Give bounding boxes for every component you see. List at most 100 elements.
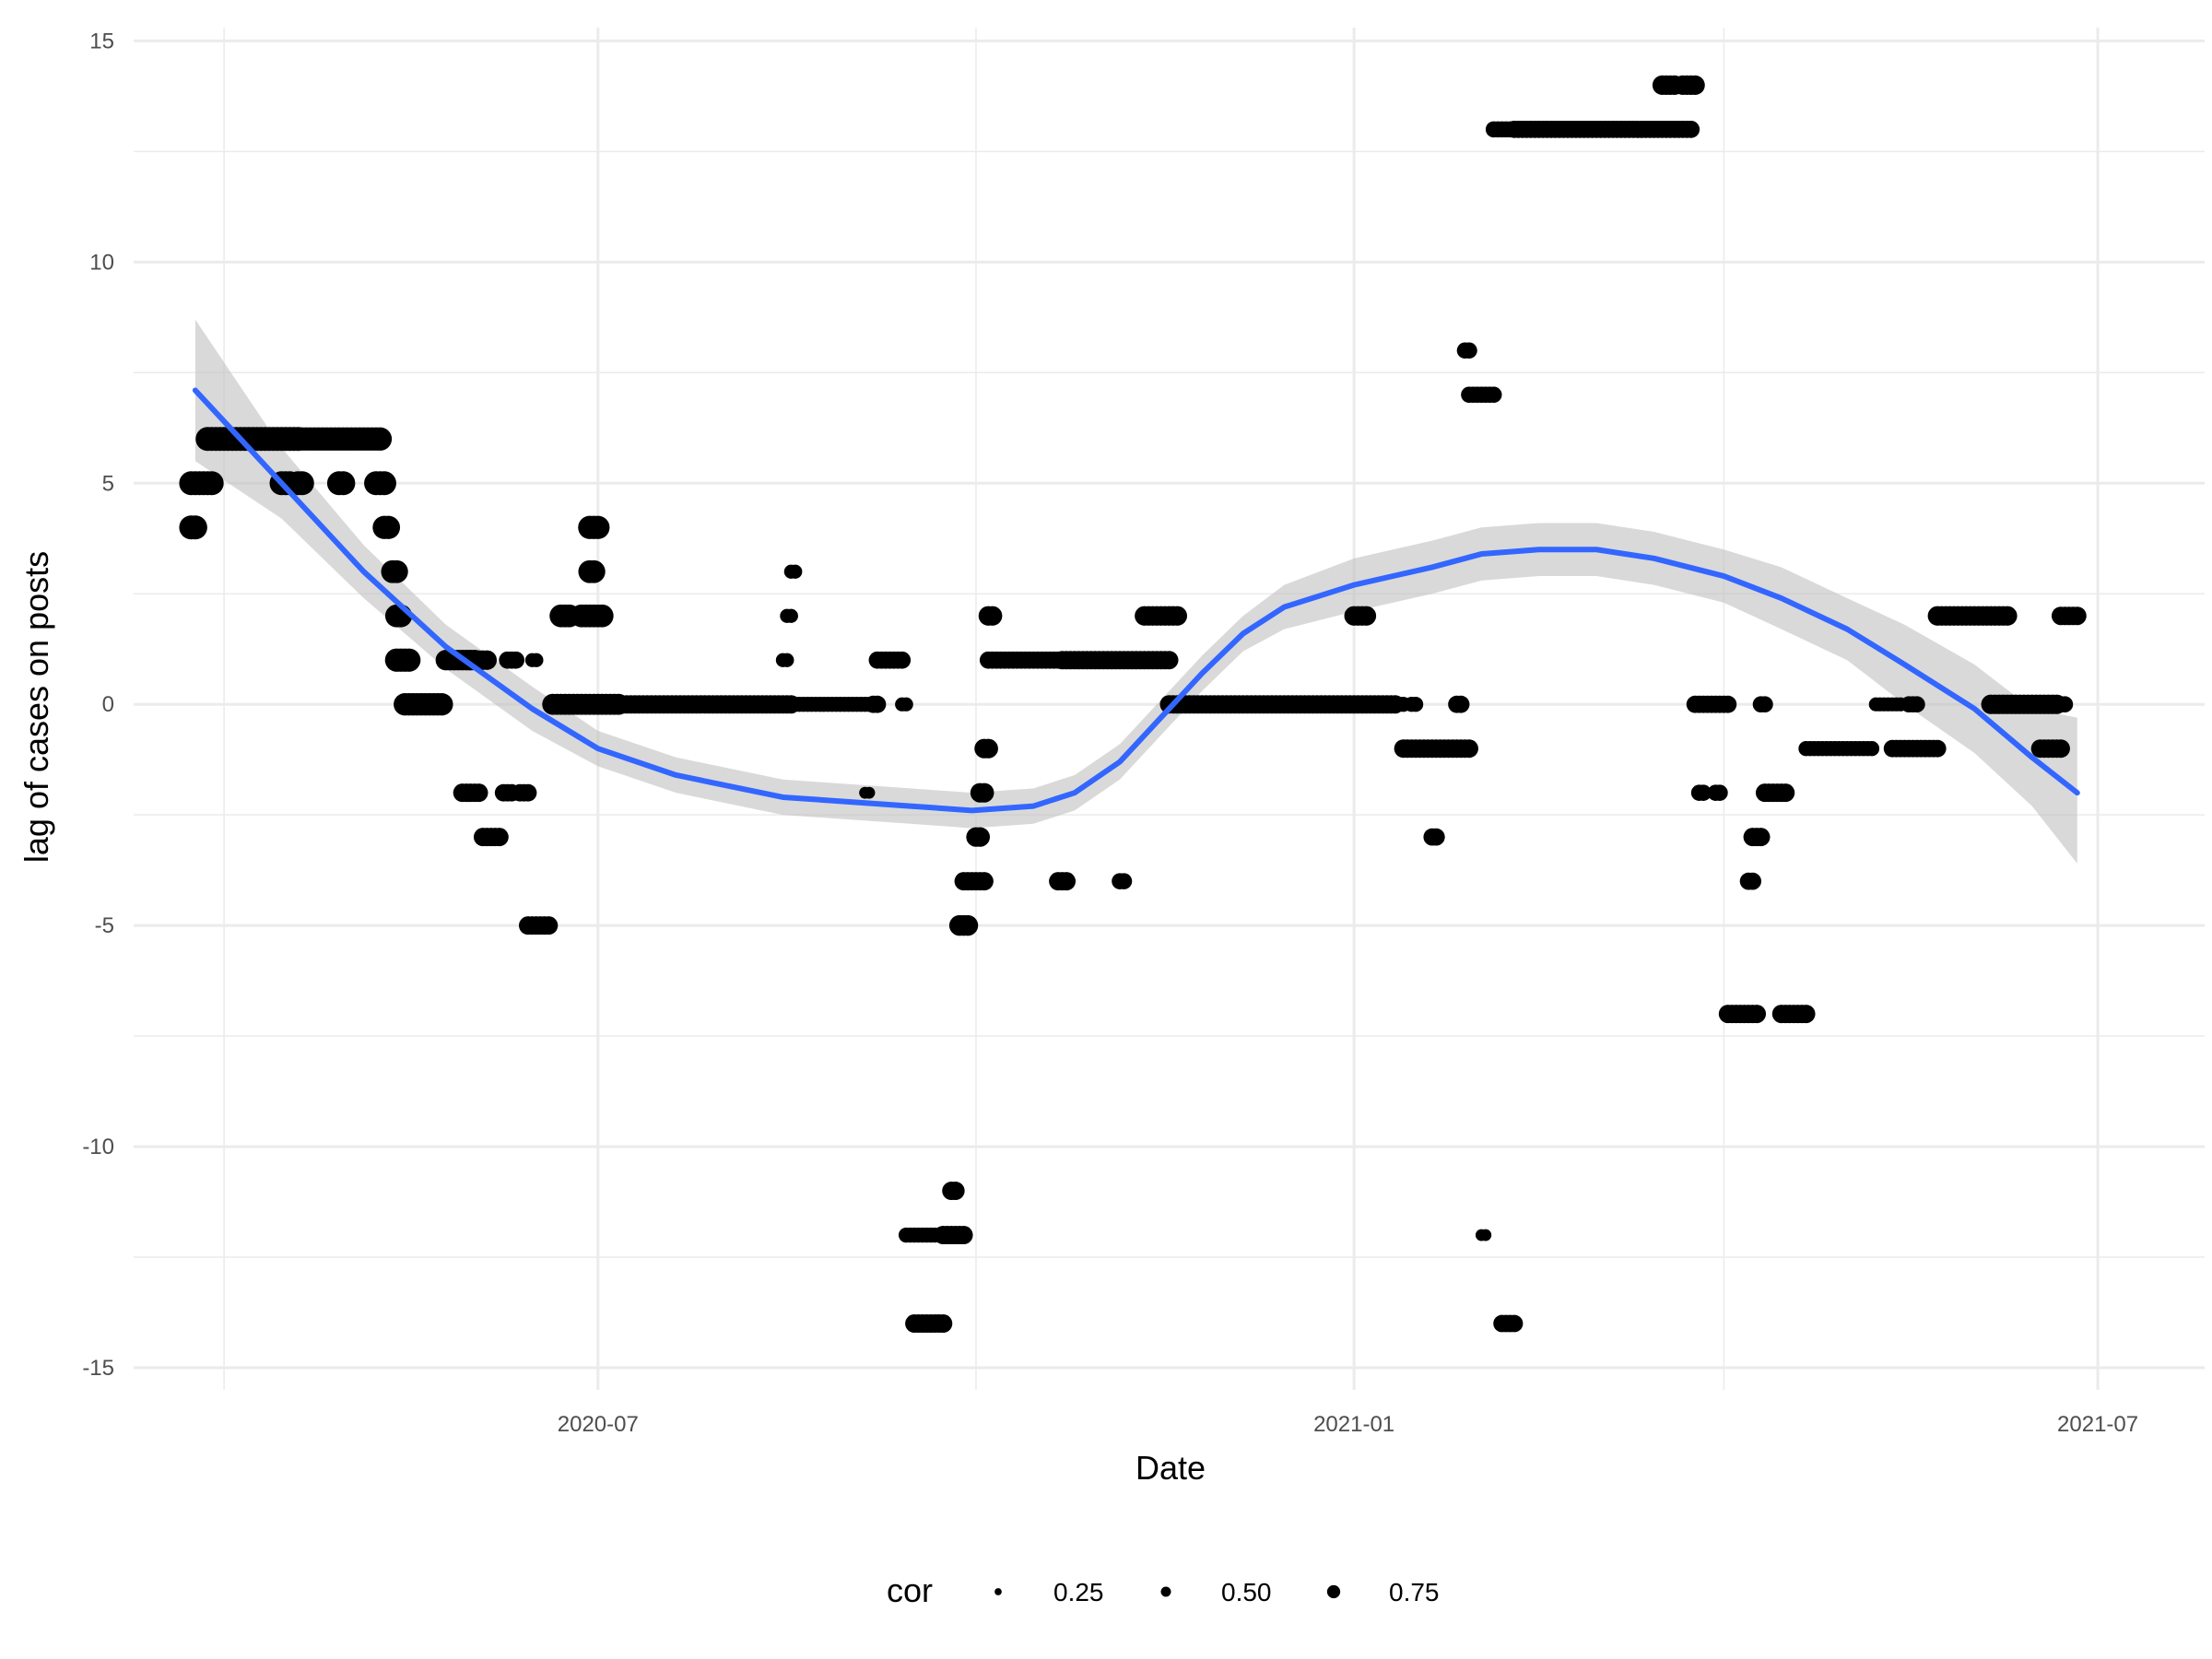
data-point	[974, 782, 994, 803]
point-run	[1927, 606, 2018, 626]
data-point	[1695, 784, 1712, 801]
point-run	[179, 515, 207, 540]
data-point	[1115, 873, 1133, 889]
data-point	[1712, 784, 1728, 801]
point-run	[859, 786, 876, 799]
y-tick-label: -10	[82, 1135, 114, 1159]
data-point	[289, 471, 314, 496]
point-run	[1690, 784, 1712, 801]
data-point	[788, 564, 803, 579]
data-point	[2067, 606, 2087, 626]
y-axis-title: lag of cases on posts	[18, 551, 55, 863]
data-point	[1719, 695, 1737, 713]
legend-key-dot	[994, 1588, 1002, 1595]
data-point	[1776, 783, 1795, 803]
point-run	[978, 606, 1003, 626]
point-run	[372, 515, 401, 539]
data-point	[863, 786, 876, 799]
point-run	[1493, 1314, 1524, 1333]
point-run	[519, 916, 559, 935]
points-layer	[179, 75, 2087, 1334]
point-run	[1404, 697, 1424, 712]
data-point	[1505, 1314, 1524, 1333]
x-axis-title: Date	[1135, 1449, 1206, 1487]
data-point	[397, 648, 421, 672]
point-run	[570, 604, 614, 628]
legend-entry: 0.25	[994, 1578, 1104, 1606]
data-point	[477, 650, 498, 670]
y-tick-label: -15	[82, 1356, 114, 1381]
point-run	[468, 650, 498, 670]
point-run	[511, 783, 537, 802]
data-point	[1757, 696, 1773, 713]
data-point	[1997, 606, 2018, 626]
point-run	[473, 828, 509, 847]
y-tick-label: 0	[102, 692, 114, 717]
point-run	[780, 608, 798, 623]
x-tick-label: 2021-07	[2057, 1412, 2138, 1437]
point-run	[364, 471, 396, 496]
legend-key-dot	[1160, 1586, 1171, 1597]
point-run	[1448, 695, 1470, 713]
data-point	[899, 697, 913, 712]
smooth-line-layer	[192, 387, 2080, 814]
y-axis-ticks: -15 -10 -5 0 5 10 15	[82, 29, 114, 1381]
data-point	[331, 471, 356, 496]
point-run	[499, 651, 525, 669]
point-run	[578, 559, 606, 583]
data-point	[1057, 872, 1077, 891]
data-point	[982, 606, 1003, 626]
point-run	[394, 693, 453, 716]
data-point	[368, 427, 393, 451]
point-run	[895, 697, 913, 712]
point-run	[1900, 696, 1925, 713]
data-point	[371, 471, 396, 496]
point-run	[1053, 651, 1179, 670]
data-point	[507, 651, 525, 669]
point-run	[954, 872, 994, 891]
y-tick-label: 10	[89, 250, 114, 275]
point-run	[1461, 386, 1502, 404]
data-point	[1685, 75, 1705, 95]
point-run	[2030, 739, 2070, 759]
data-point	[1747, 1005, 1767, 1024]
data-point	[957, 914, 979, 936]
point-run	[1456, 342, 1477, 359]
grid-minor	[134, 28, 2205, 1390]
point-run	[1755, 783, 1795, 803]
point-run	[2051, 606, 2087, 626]
data-point	[1167, 606, 1188, 626]
data-point	[182, 515, 207, 540]
data-point	[430, 693, 453, 716]
point-run	[1771, 1005, 1816, 1024]
data-point	[519, 783, 537, 802]
point-run	[326, 471, 356, 496]
point-run	[783, 564, 803, 579]
data-point	[1796, 1005, 1816, 1024]
point-run	[1752, 696, 1773, 713]
legend-title: cor	[887, 1571, 933, 1609]
point-run	[868, 651, 912, 669]
point-run	[1475, 1229, 1492, 1241]
data-point	[590, 604, 614, 628]
point-run	[2048, 696, 2074, 713]
data-point	[586, 515, 610, 539]
point-run	[453, 783, 488, 803]
data-point	[1744, 872, 1761, 890]
point-run	[524, 653, 544, 667]
legend-entry: 0.75	[1326, 1578, 1440, 1606]
data-point	[2051, 739, 2070, 759]
point-run	[1344, 606, 1377, 626]
data-point	[868, 695, 887, 713]
data-point	[934, 1314, 953, 1334]
data-point	[1407, 697, 1424, 712]
x-axis-ticks: 2020-07 2021-01 2021-07	[558, 1412, 2138, 1437]
point-run	[966, 827, 991, 847]
point-run	[1798, 740, 1880, 757]
data-point	[1682, 120, 1700, 138]
x-tick-label: 2020-07	[558, 1412, 639, 1437]
data-point	[893, 651, 912, 669]
point-run	[1505, 120, 1700, 138]
data-point	[384, 559, 408, 583]
